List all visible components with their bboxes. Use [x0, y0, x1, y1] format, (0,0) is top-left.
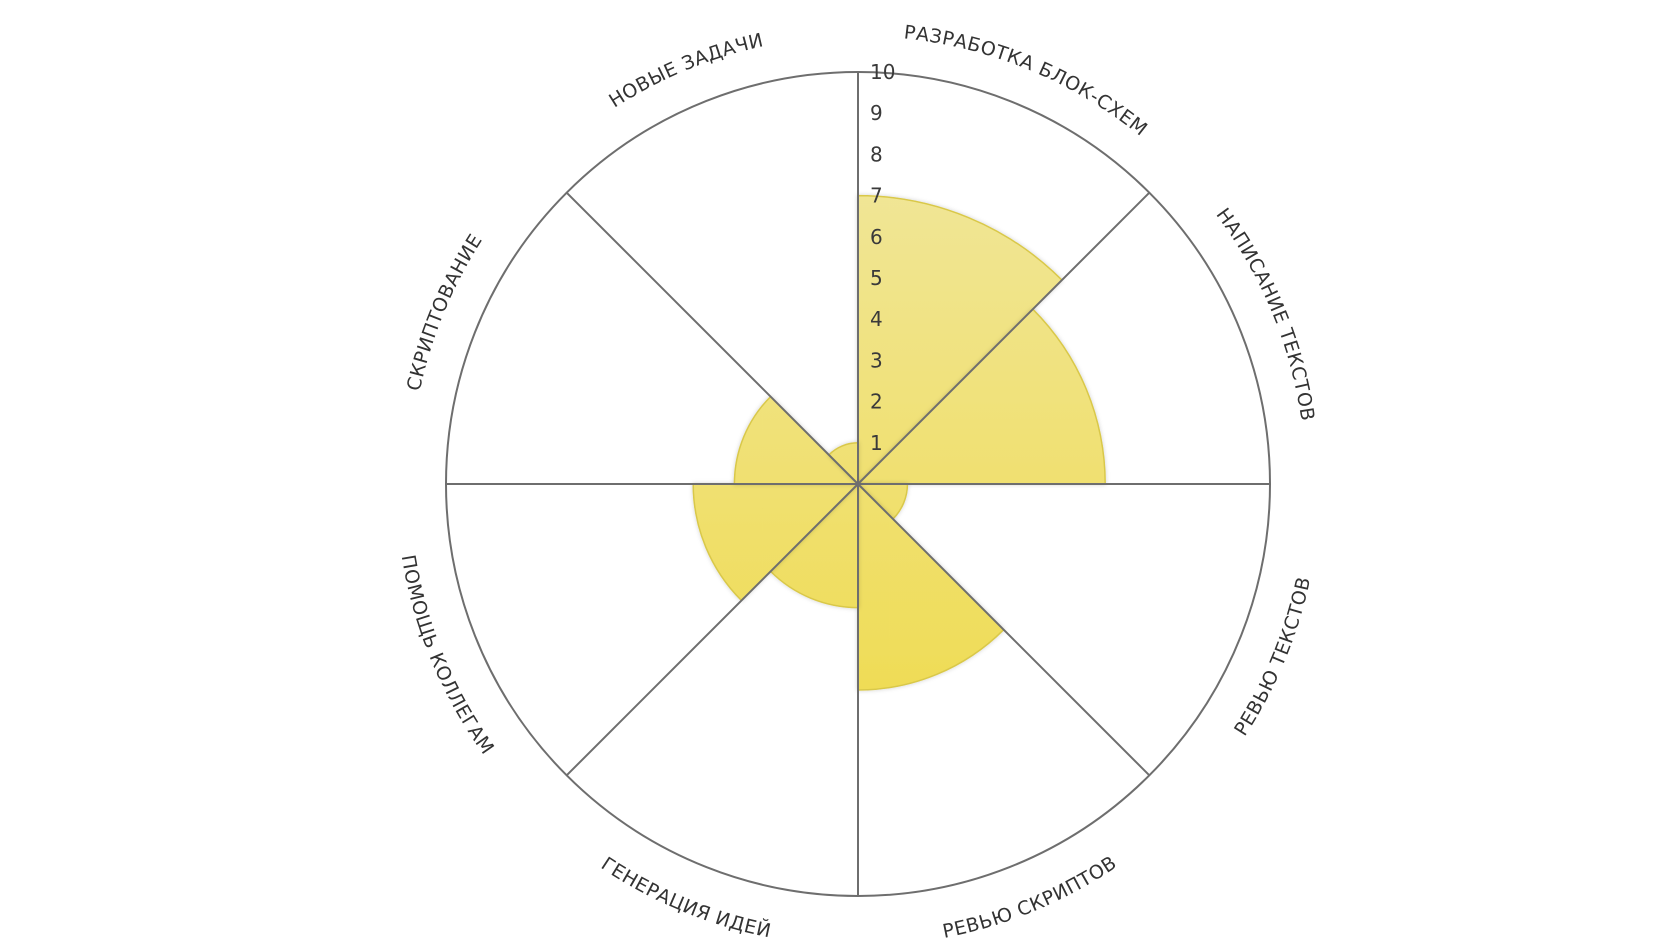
spoke-line-2	[857, 191, 1151, 485]
category-label-3: РЕВЬЮ ТЕКСТОВ	[1230, 575, 1315, 740]
category-label-7: СКРИПТОВАНИЕ	[403, 230, 487, 393]
spoke-lines	[445, 71, 1271, 897]
tick-label-1: 1	[870, 431, 883, 455]
tick-label-5: 5	[870, 266, 883, 290]
segment-5	[769, 482, 859, 609]
tick-label-8: 8	[870, 142, 883, 166]
category-label-4: РЕВЬЮ СКРИПТОВ	[941, 852, 1121, 943]
tick-label-7: 7	[870, 184, 883, 208]
segment-1	[857, 194, 1063, 486]
tick-label-9: 9	[870, 101, 883, 125]
radial-tick-labels: 1 2 3 4 5 6 7 8 9 10	[870, 60, 895, 455]
spoke-line-4	[857, 483, 1151, 777]
tick-label-3: 3	[870, 348, 883, 372]
segment-4	[857, 482, 1005, 691]
segments-layer	[692, 194, 1106, 691]
segment-6	[692, 483, 860, 602]
category-label-8: НОВЫЕ ЗАДАЧИ	[605, 29, 765, 112]
tick-label-10: 10	[870, 60, 895, 84]
spoke-line-6	[565, 483, 859, 777]
segment-7	[733, 395, 860, 485]
spoke-line-8	[565, 191, 859, 485]
category-label-2: НАПИСАНИЕ ТЕКСТОВ	[1212, 204, 1319, 423]
tick-label-4: 4	[870, 307, 883, 331]
segment-2	[856, 308, 1106, 485]
tick-label-2: 2	[870, 390, 883, 414]
category-label-5: ГЕНЕРАЦИЯ ИДЕЙ	[597, 853, 773, 942]
tick-label-6: 6	[870, 225, 883, 249]
